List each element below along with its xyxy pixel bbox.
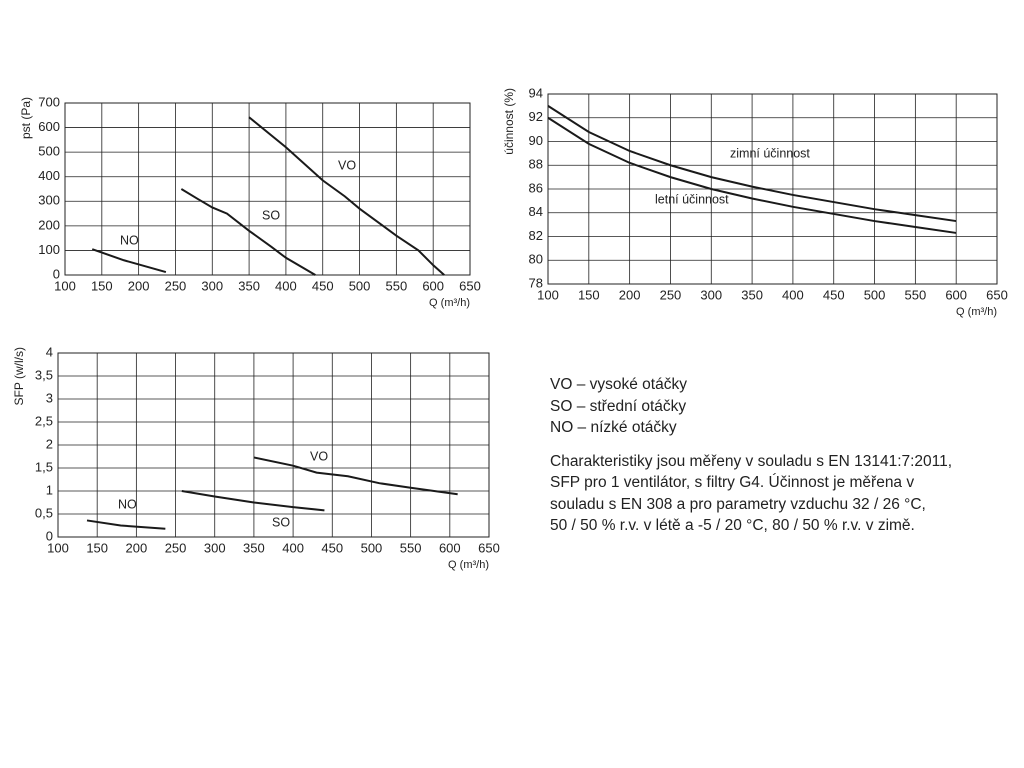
legend-line: SO – střední otáčky [550, 397, 687, 415]
x-tick-label: 200 [128, 278, 150, 293]
y-tick-label: 0,5 [35, 505, 53, 520]
y-tick-label: 92 [529, 109, 543, 124]
series-line [547, 116, 957, 234]
x-tick-label: 100 [537, 287, 559, 302]
series-line [248, 116, 445, 276]
legend-line: VO – vysoké otáčky [550, 376, 687, 393]
x-tick-label: 550 [400, 540, 422, 555]
y-tick-label: 500 [38, 144, 60, 159]
x-tick-label: 350 [741, 287, 763, 302]
x-tick-label: 600 [439, 540, 461, 555]
y-tick-label: 400 [38, 168, 60, 183]
y-tick-label: 88 [529, 157, 543, 172]
description-line: souladu s EN 308 a pro parametry vzduchu… [550, 495, 926, 513]
series-label: NO [120, 233, 139, 247]
plot-frame [64, 102, 471, 276]
x-tick-label: 300 [201, 278, 223, 293]
series-label: letní účinnost [655, 192, 729, 206]
series-line [180, 188, 316, 276]
y-axis-label: účinnost (%) [502, 88, 516, 155]
x-tick-label: 650 [986, 287, 1008, 302]
x-tick-label: 250 [165, 278, 187, 293]
y-tick-label: 94 [529, 85, 543, 100]
x-tick-label: 550 [905, 287, 927, 302]
y-tick-label: 86 [529, 180, 543, 195]
x-tick-label: 200 [126, 540, 148, 555]
series-line [253, 456, 458, 496]
y-tick-label: 90 [529, 133, 543, 148]
x-tick-label: 450 [312, 278, 334, 293]
x-axis-label: Q (m³/h) [956, 306, 997, 318]
y-axis-label: SFP (w/l/s) [12, 347, 26, 405]
description-line: 50 / 50 % r.v. v létě a -5 / 20 °C, 80 /… [550, 517, 915, 534]
x-tick-label: 450 [321, 540, 343, 555]
y-tick-label: 3 [46, 390, 53, 405]
x-tick-label: 300 [204, 540, 226, 555]
y-axis-label: pst (Pa) [19, 97, 33, 139]
description-line: Charakteristiky jsou měřeny v souladu s … [550, 452, 953, 470]
x-axis-label: Q (m³/h) [448, 559, 489, 571]
y-tick-label: 80 [529, 252, 543, 267]
x-tick-label: 100 [47, 540, 69, 555]
y-tick-label: 600 [38, 119, 60, 134]
series-line [86, 519, 166, 530]
x-tick-label: 150 [578, 287, 600, 302]
x-tick-label: 450 [823, 287, 845, 302]
x-tick-label: 200 [619, 287, 641, 302]
series-label: VO [338, 158, 356, 172]
x-tick-label: 400 [782, 287, 804, 302]
x-tick-label: 650 [459, 278, 481, 293]
y-tick-label: 1 [46, 482, 53, 497]
legend-line: NO – nízké otáčky [550, 419, 677, 436]
description-line: SFP pro 1 ventilátor, s filtry G4. Účinn… [550, 474, 915, 491]
x-tick-label: 600 [422, 278, 444, 293]
series-label: VO [310, 449, 328, 463]
x-tick-label: 600 [945, 287, 967, 302]
y-tick-label: 1,5 [35, 459, 53, 474]
x-tick-label: 350 [238, 278, 260, 293]
series-line [547, 105, 957, 223]
y-tick-label: 2,5 [35, 413, 53, 428]
y-tick-label: 300 [38, 193, 60, 208]
x-tick-label: 550 [386, 278, 408, 293]
x-tick-label: 500 [349, 278, 371, 293]
series-label: SO [262, 208, 280, 222]
x-tick-label: 300 [700, 287, 722, 302]
y-tick-label: 0 [46, 528, 53, 543]
series-label: SO [272, 515, 290, 529]
y-tick-label: 2 [46, 436, 53, 451]
y-tick-label: 700 [38, 94, 60, 109]
x-tick-label: 500 [361, 540, 383, 555]
x-tick-label: 400 [282, 540, 304, 555]
y-tick-label: 3,5 [35, 367, 53, 382]
x-tick-label: 350 [243, 540, 265, 555]
notes: VO – vysoké otáčky SO – střední otáčky N… [550, 374, 952, 537]
y-tick-label: 200 [38, 217, 60, 232]
series-line [181, 490, 325, 512]
y-tick-label: 78 [529, 275, 543, 290]
y-tick-label: 0 [53, 266, 60, 281]
x-tick-label: 150 [91, 278, 113, 293]
x-tick-label: 400 [275, 278, 297, 293]
y-tick-label: 82 [529, 228, 543, 243]
y-tick-label: 4 [46, 344, 53, 359]
x-tick-label: 100 [54, 278, 76, 293]
y-tick-label: 100 [38, 242, 60, 257]
x-tick-label: 250 [165, 540, 187, 555]
series-line [91, 248, 167, 274]
series-label: NO [118, 497, 137, 511]
x-tick-label: 650 [478, 540, 500, 555]
series-label: zimní účinnost [730, 146, 810, 160]
x-tick-label: 500 [864, 287, 886, 302]
x-tick-label: 150 [86, 540, 108, 555]
y-tick-label: 84 [529, 204, 543, 219]
x-tick-label: 250 [660, 287, 682, 302]
x-axis-label: Q (m³/h) [429, 297, 470, 309]
